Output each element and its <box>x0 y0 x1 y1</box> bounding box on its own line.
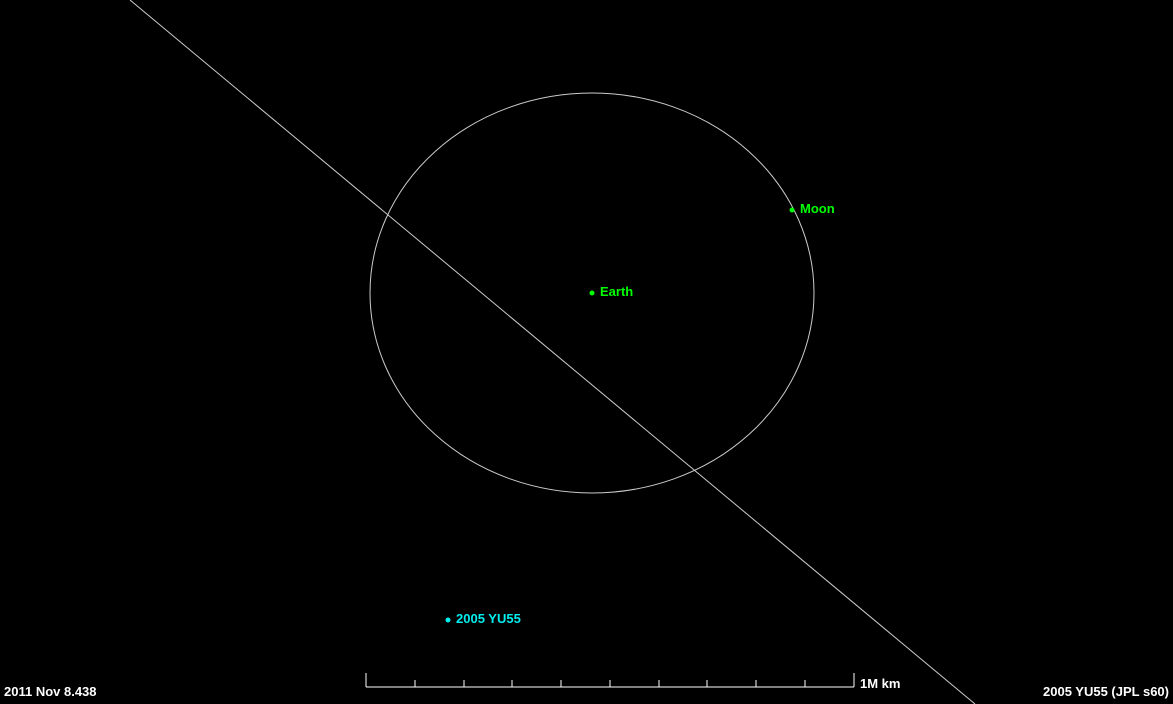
earth-dot <box>590 291 595 296</box>
scale-bar-label: 1M km <box>860 676 900 691</box>
orbit-diagram: Earth Moon 2005 YU55 1M km 2011 Nov 8.43… <box>0 0 1173 704</box>
moon-dot <box>790 208 795 213</box>
source-text: 2005 YU55 (JPL s60) <box>1043 684 1169 699</box>
moon-label: Moon <box>800 201 835 216</box>
asteroid-dot <box>446 618 451 623</box>
diagram-svg <box>0 0 1173 704</box>
date-text: 2011 Nov 8.438 <box>4 684 97 699</box>
scale-bar <box>366 673 854 687</box>
asteroid-label: 2005 YU55 <box>456 611 521 626</box>
asteroid-trajectory <box>130 0 975 704</box>
earth-label: Earth <box>600 284 633 299</box>
